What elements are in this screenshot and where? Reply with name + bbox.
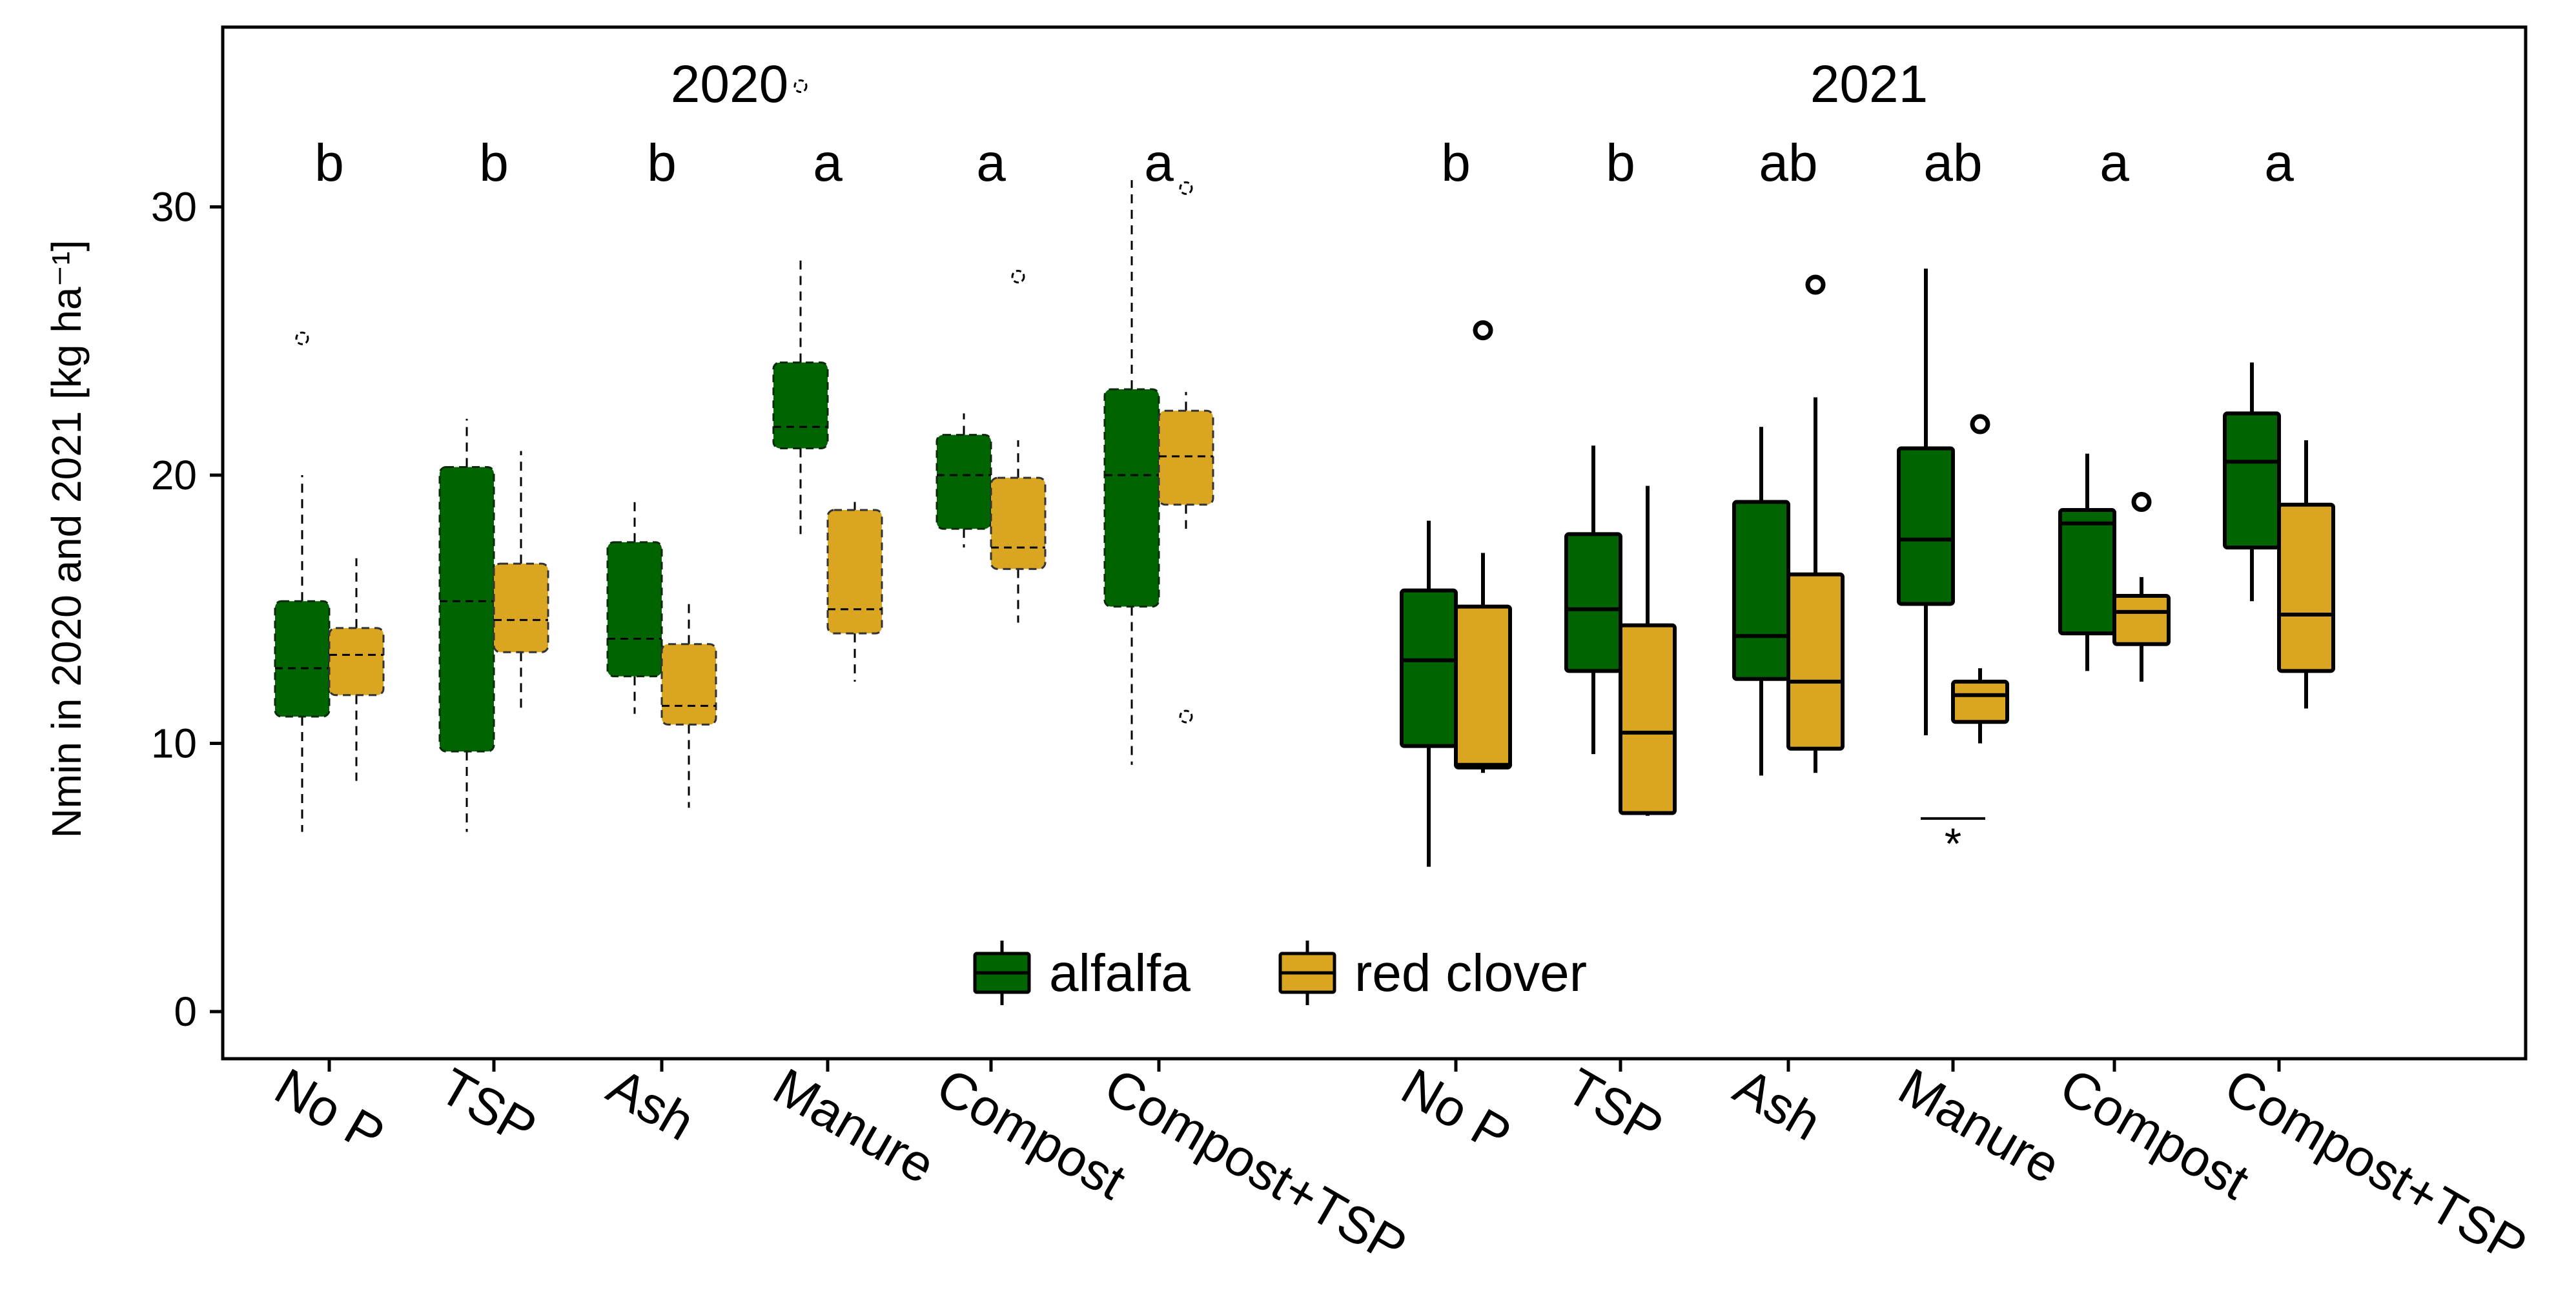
iqr-box <box>935 434 992 530</box>
box-2020-compost-red-clover <box>990 270 1047 623</box>
box-2021-manure-red-clover <box>1951 414 2009 744</box>
y-axis: 0 10 20 30 <box>151 184 223 1035</box>
legend-label-alfalfa: alfalfa <box>1049 944 1191 1003</box>
box-2021-compost-red-clover <box>2112 492 2171 682</box>
box-2020-tsp-red-clover <box>493 451 549 709</box>
iqr-box <box>438 466 495 753</box>
y-tick-label-10: 10 <box>151 720 197 767</box>
outlier-point <box>1011 270 1025 284</box>
outlier-point <box>1179 709 1193 724</box>
box-2020-compost-plus-tsp-alfalfa <box>1103 179 1160 765</box>
y-axis-title-group: Nmin in 2020 and 2021 [kg ha⁻¹] <box>43 240 90 839</box>
box-2020-manure-alfalfa <box>772 79 829 535</box>
group-title-2020: 2020 <box>671 55 788 114</box>
sig-letter-2020-manure: a <box>813 134 843 192</box>
y-tick-label-30: 30 <box>151 184 197 230</box>
outlier-point <box>1473 320 1493 341</box>
sig-letter-2021-compost-plus-tsp: a <box>2264 134 2294 192</box>
iqr-box <box>606 541 663 678</box>
sig-letter-2021-compost: a <box>2100 134 2129 192</box>
legend-label-red-clover: red clover <box>1354 944 1587 1003</box>
iqr-box <box>1400 588 1458 748</box>
iqr-box <box>772 361 829 449</box>
outlier-point <box>295 331 309 345</box>
sig-letter-2020-compost: a <box>976 134 1006 192</box>
box-2020-ash-alfalfa <box>606 502 663 714</box>
iqr-box <box>990 476 1047 570</box>
box-2021-ash-red-clover <box>1786 274 1845 773</box>
outlier-point <box>793 79 808 94</box>
box-2021-compost-plus-tsp-alfalfa <box>2223 362 2281 602</box>
box-2021-no-p-red-clover <box>1454 320 1512 773</box>
outlier-point <box>1970 414 1990 434</box>
iqr-box <box>2223 411 2281 550</box>
sig-letter-2020-ash: b <box>647 134 677 192</box>
box-2020-ash-red-clover <box>660 601 717 808</box>
legend-item-red-clover: red clover <box>1278 941 1587 1005</box>
y-axis-label: Nmin in 2020 and 2021 [kg ha⁻¹] <box>43 240 90 839</box>
iqr-box <box>493 562 549 653</box>
box-2021-manure-alfalfa <box>1897 269 1955 736</box>
box-2020-no-p-red-clover <box>328 558 385 781</box>
box-2021-compost-alfalfa <box>2058 453 2116 671</box>
box-2021-compost-plus-tsp-red-clover <box>2277 440 2335 709</box>
y-tick-label-0: 0 <box>174 988 197 1035</box>
plot-layer: 2020 b b b a a a 2021 b b ab ab a a * <box>274 55 2335 868</box>
iqr-box <box>328 627 385 697</box>
iqr-box <box>2277 502 2335 673</box>
iqr-box <box>826 509 883 635</box>
box-2020-compost-plus-tsp-red-clover <box>1158 181 1214 724</box>
significance-asterisk: * <box>1945 819 1961 868</box>
sig-letter-2020-no-p: b <box>314 134 344 192</box>
sig-letter-2020-tsp: b <box>479 134 509 192</box>
sig-letter-2021-no-p: b <box>1441 134 1471 192</box>
sig-letter-2021-manure: ab <box>1923 134 1982 192</box>
box-2020-no-p-alfalfa <box>274 331 331 832</box>
group-title-2021: 2021 <box>1810 55 1928 114</box>
box-2021-tsp-red-clover <box>1619 485 1677 816</box>
iqr-box <box>1103 388 1160 608</box>
iqr-box <box>1564 532 1622 673</box>
iqr-box <box>1732 500 1790 681</box>
outlier-point <box>1179 181 1193 195</box>
iqr-box <box>1897 446 1955 606</box>
iqr-box <box>2112 593 2171 646</box>
sig-letter-2021-tsp: b <box>1606 134 1635 192</box>
iqr-box <box>1158 409 1214 506</box>
sig-letter-2020-compost-plus-tsp: a <box>1144 134 1174 192</box>
legend: alfalfa red clover <box>973 941 1587 1005</box>
iqr-box <box>1951 679 2009 724</box>
outlier-point <box>2131 492 2152 513</box>
sig-letter-2021-ash: ab <box>1759 134 1817 192</box>
legend-item-alfalfa: alfalfa <box>973 941 1191 1005</box>
y-tick-label-20: 20 <box>151 452 197 498</box>
iqr-box <box>1786 572 1845 751</box>
plot-panel-border <box>221 25 2528 1061</box>
iqr-box <box>1619 623 1677 815</box>
box-2020-manure-red-clover <box>826 502 883 682</box>
outlier-point <box>1805 274 1826 295</box>
iqr-box <box>660 643 717 726</box>
box-2021-tsp-alfalfa <box>1564 445 1622 755</box>
iqr-box <box>1454 604 1512 770</box>
iqr-box <box>274 600 331 718</box>
iqr-box <box>2058 508 2116 636</box>
